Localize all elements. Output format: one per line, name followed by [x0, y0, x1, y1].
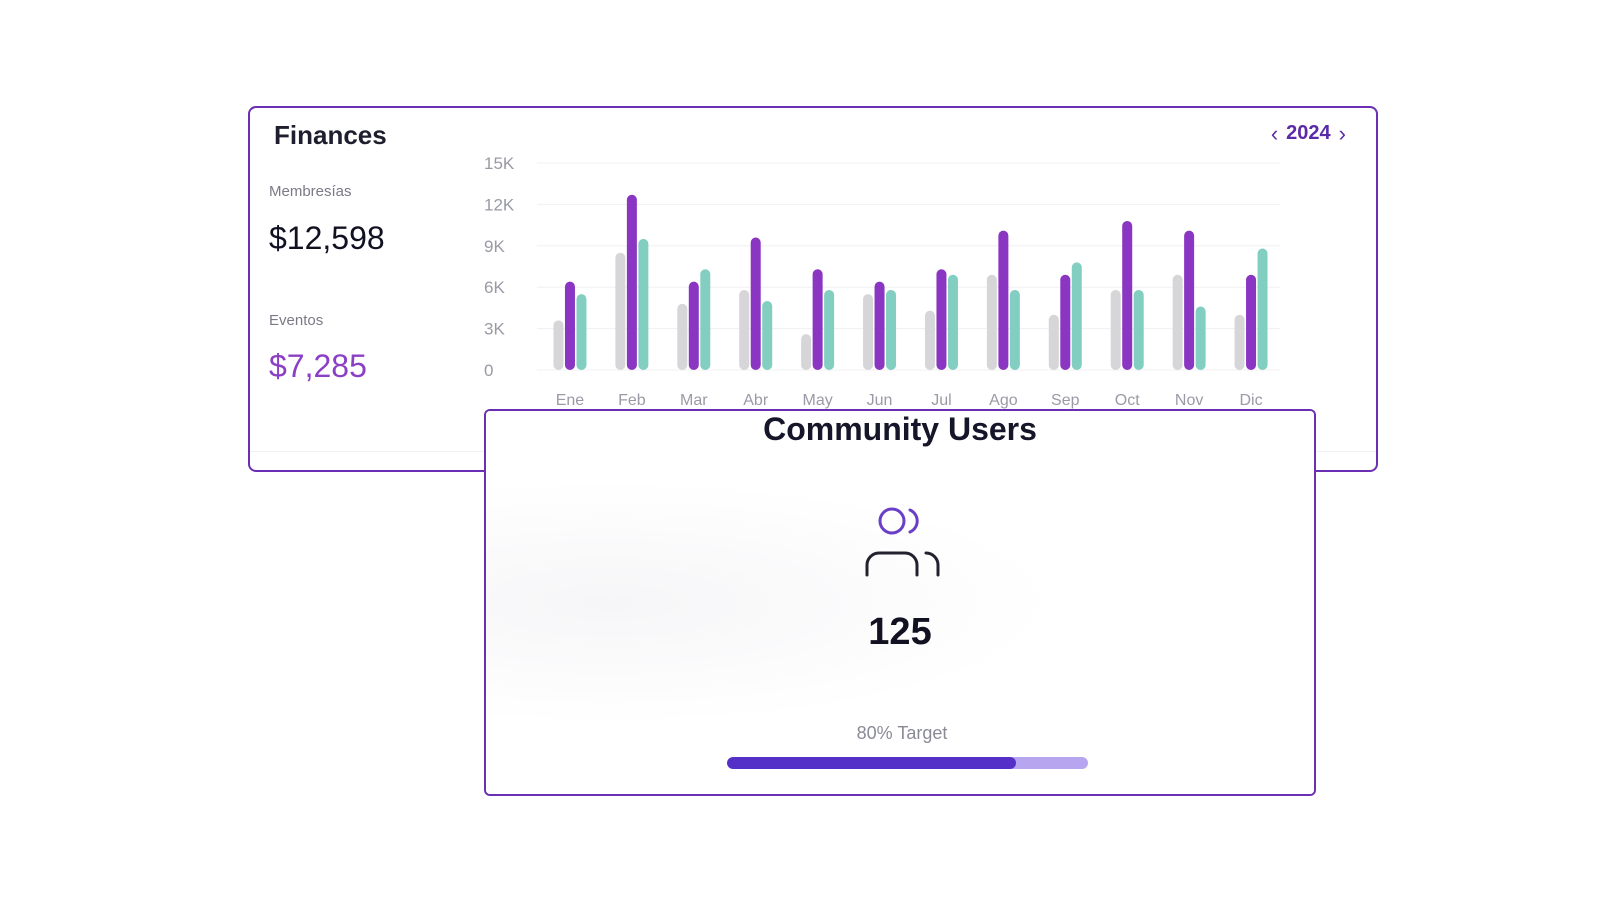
x-tick-label: Mar — [680, 392, 708, 409]
y-tick-label: 15K — [484, 154, 515, 173]
year-selector: ‹ 2024 › — [1271, 122, 1346, 145]
chevron-right-icon[interactable]: › — [1338, 120, 1346, 146]
bar-jun-series-2 — [874, 281, 885, 370]
finances-title: Finances — [274, 120, 387, 150]
bar-mar-series-1 — [677, 303, 688, 370]
bar-mar-series-3 — [700, 269, 711, 370]
bar-jun-series-1 — [863, 294, 874, 370]
bar-mar-series-2 — [688, 281, 699, 370]
community-users-card: Community Users 125 80% Target — [484, 409, 1316, 796]
bar-jun-series-3 — [886, 289, 897, 370]
x-tick-label: May — [803, 392, 833, 409]
bar-jul-series-2 — [936, 269, 947, 370]
bar-may-series-3 — [824, 289, 835, 370]
bar-oct-series-3 — [1133, 289, 1144, 370]
y-tick-label: 3K — [484, 320, 505, 339]
target-progress-bar — [727, 757, 1088, 769]
bar-ago-series-2 — [998, 230, 1009, 370]
bar-sep-series-1 — [1048, 314, 1059, 370]
bar-nov-series-2 — [1184, 230, 1195, 370]
bar-oct-series-1 — [1110, 289, 1121, 370]
bar-oct-series-2 — [1122, 220, 1133, 370]
bar-jul-series-3 — [947, 274, 958, 370]
bar-nov-series-1 — [1172, 274, 1183, 370]
memberships-label: Membresías — [269, 183, 352, 200]
bar-abr-series-1 — [739, 289, 750, 370]
x-tick-label: Sep — [1051, 392, 1080, 409]
y-tick-label: 0 — [484, 361, 493, 380]
bar-ene-series-2 — [564, 281, 575, 370]
x-tick-label: Feb — [618, 392, 646, 409]
bar-ago-series-3 — [1009, 289, 1020, 370]
events-value: $7,285 — [269, 348, 367, 384]
bar-feb-series-2 — [626, 194, 637, 370]
bar-dic-series-1 — [1234, 314, 1245, 370]
users-icon — [865, 507, 940, 577]
x-tick-label: Nov — [1175, 392, 1203, 409]
bar-feb-series-3 — [638, 238, 649, 370]
bar-may-series-2 — [812, 269, 823, 370]
bar-ene-series-1 — [553, 320, 564, 370]
x-tick-label: Oct — [1115, 392, 1140, 409]
bar-nov-series-3 — [1195, 306, 1206, 370]
chevron-left-icon[interactable]: ‹ — [1270, 120, 1279, 146]
bar-abr-series-3 — [762, 301, 773, 370]
finances-bar-chart: 0 3K 6K 9K 12K 15K Ene Feb Mar Abr May Jun Jul Ago Sep… — [484, 154, 1280, 409]
memberships-value: $12,598 — [269, 220, 385, 256]
target-progress-fill — [727, 757, 1016, 769]
bar-dic-series-3 — [1257, 248, 1268, 370]
y-tick-label: 6K — [484, 278, 505, 297]
bar-may-series-1 — [801, 334, 812, 370]
target-label: 80% Target — [856, 723, 948, 743]
bar-jul-series-1 — [924, 310, 935, 370]
bar-sep-series-3 — [1071, 262, 1082, 370]
users-count: 125 — [868, 611, 932, 653]
bar-ene-series-3 — [576, 294, 587, 370]
events-label: Eventos — [269, 312, 324, 329]
x-tick-label: Abr — [743, 392, 769, 409]
x-tick-label: Jun — [867, 392, 893, 409]
bar-dic-series-2 — [1246, 274, 1257, 370]
bar-ago-series-1 — [986, 274, 997, 370]
bar-abr-series-2 — [750, 237, 761, 370]
x-tick-label: Ago — [989, 392, 1018, 409]
card-background — [486, 411, 1314, 794]
community-users-title: Community Users — [763, 411, 1037, 447]
bar-sep-series-2 — [1060, 274, 1071, 370]
bar-feb-series-1 — [615, 252, 626, 370]
year-label: 2024 — [1286, 122, 1331, 144]
y-tick-label: 9K — [484, 237, 505, 256]
y-tick-label: 12K — [484, 195, 515, 214]
x-tick-label: Ene — [556, 392, 585, 409]
x-tick-label: Dic — [1239, 392, 1262, 409]
x-tick-label: Jul — [931, 392, 951, 409]
